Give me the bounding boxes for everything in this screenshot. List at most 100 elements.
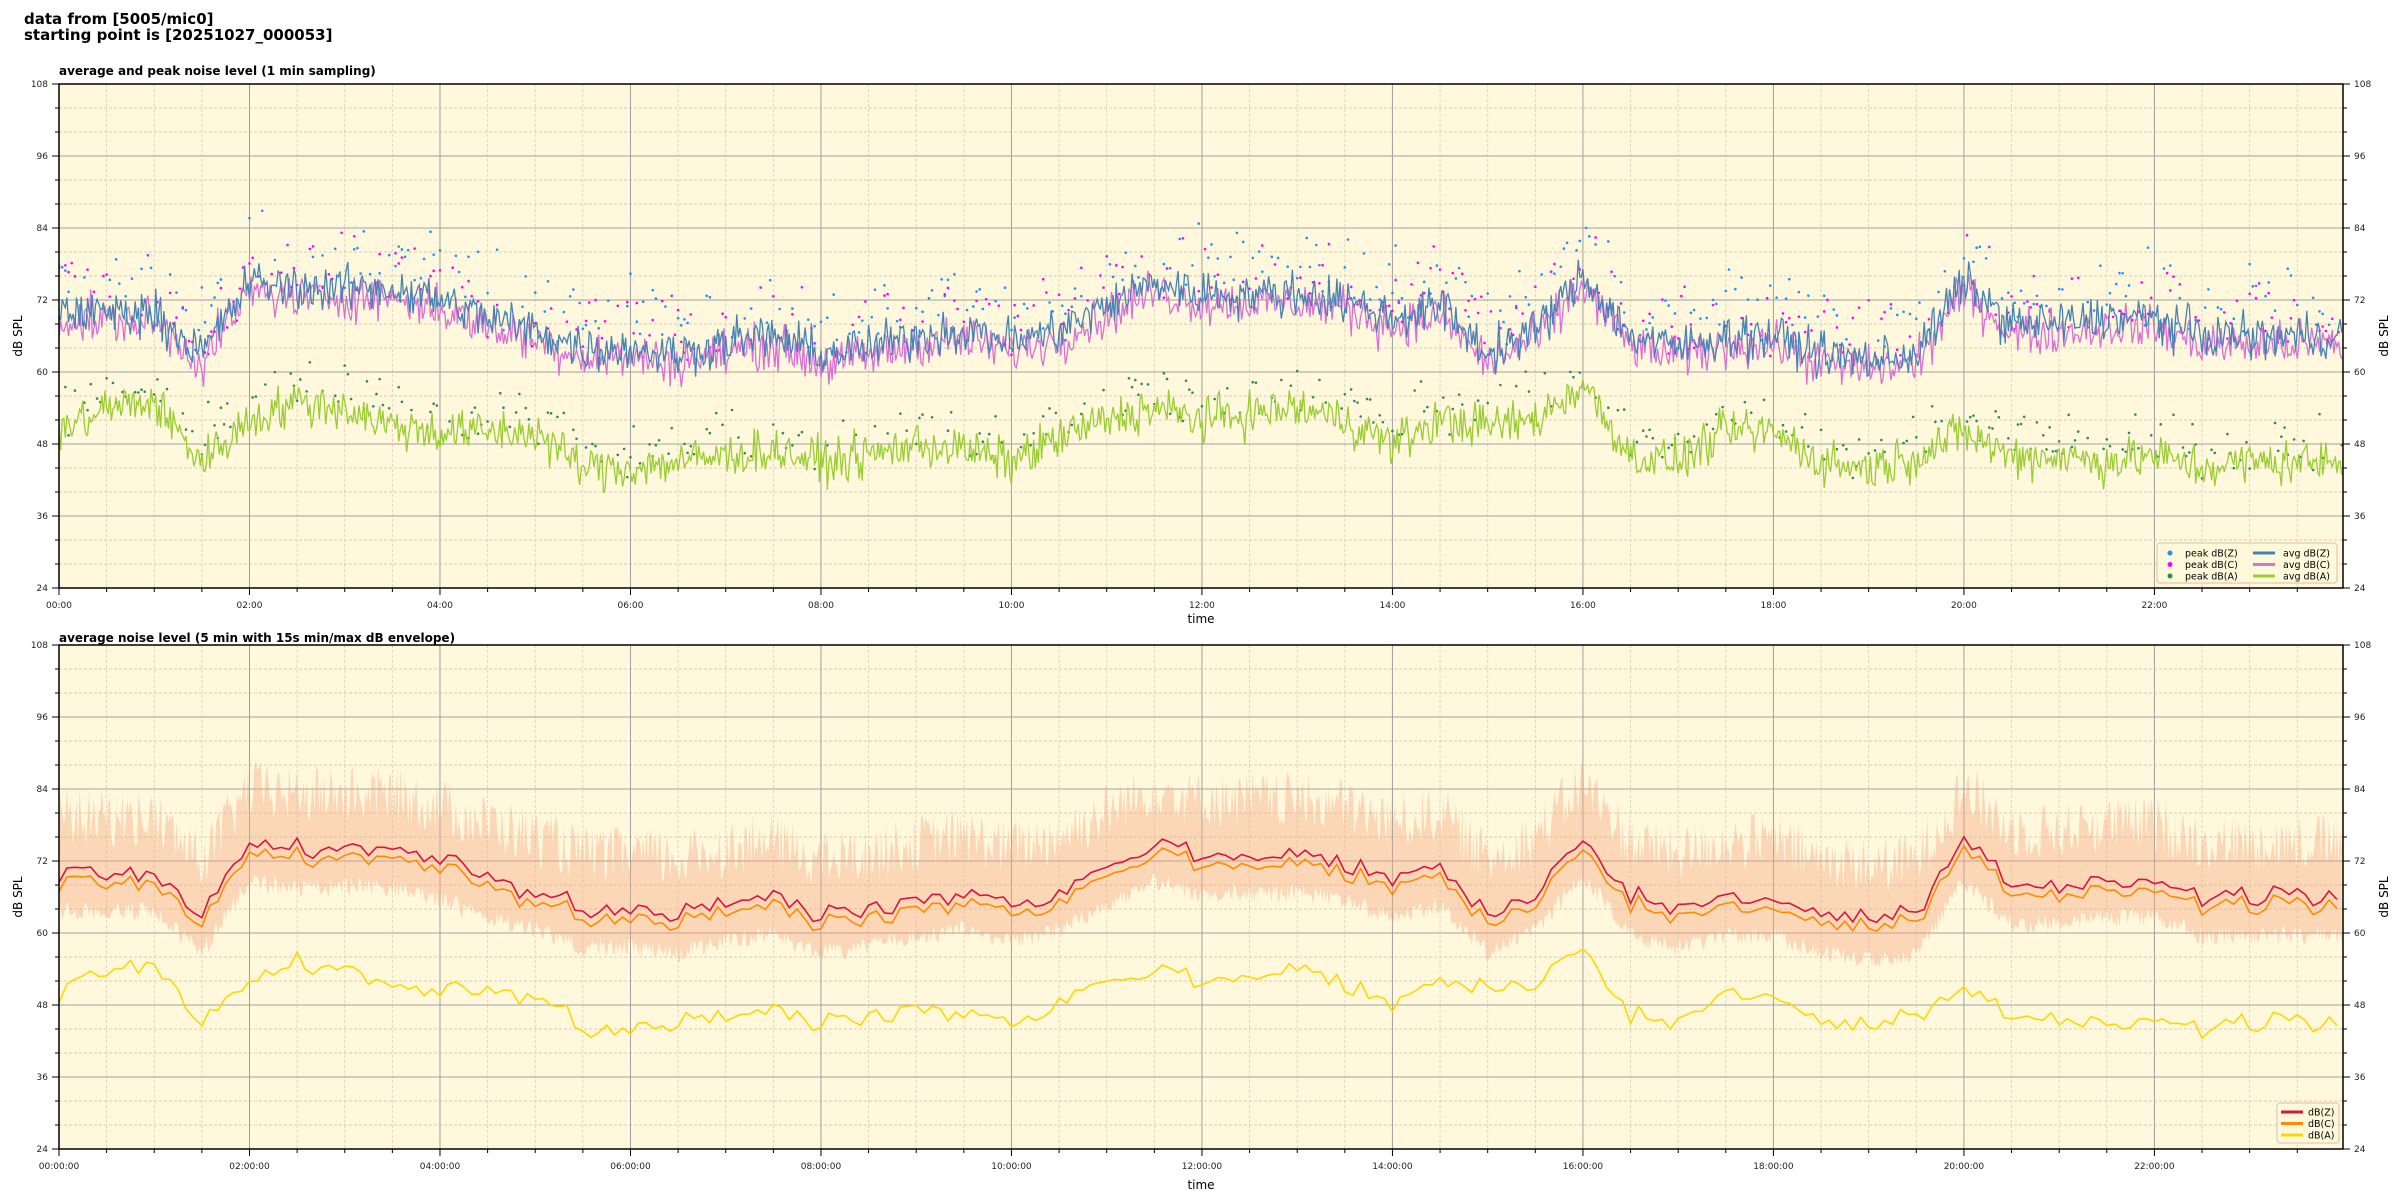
peak-point-peakdba bbox=[1280, 378, 1283, 382]
peak-point-peakdba bbox=[886, 432, 889, 435]
peak-point-peakdba bbox=[1349, 388, 1353, 391]
peak-point-peakdba bbox=[273, 370, 277, 374]
peak-point-peakdba bbox=[791, 444, 794, 447]
peak-point-peakdbc bbox=[2254, 296, 2258, 300]
peak-point-peakdbc bbox=[2292, 298, 2296, 302]
peak-point-peakdba bbox=[1340, 407, 1343, 410]
series-line-dba bbox=[59, 948, 2338, 1040]
y-tick-label-left: 108 bbox=[31, 80, 48, 90]
peak-point-peakdbz bbox=[1457, 266, 1461, 270]
peak-point-peakdba bbox=[499, 391, 502, 395]
header-start-point: starting point is [20251027_000053] bbox=[24, 26, 333, 44]
peak-point-peakdba bbox=[899, 412, 902, 415]
peak-point-peakdbc bbox=[581, 345, 585, 348]
peak-point-peakdbz bbox=[895, 319, 899, 323]
peak-point-peakdba bbox=[203, 443, 207, 447]
peak-point-peakdbz bbox=[397, 245, 401, 248]
peak-point-peakdbc bbox=[857, 315, 861, 319]
peak-point-peakdbz bbox=[1422, 280, 1426, 284]
peak-point-peakdbc bbox=[64, 263, 67, 267]
legend-marker bbox=[2167, 550, 2173, 556]
peak-point-peakdbz bbox=[749, 307, 753, 310]
min-max-envelope bbox=[59, 760, 2342, 968]
peak-point-peakdbz bbox=[2022, 301, 2026, 305]
peak-point-peakdbc bbox=[2235, 299, 2239, 303]
peak-point-peakdbc bbox=[1534, 285, 1537, 289]
peak-point-peakdba bbox=[772, 423, 775, 426]
peak-point-peakdba bbox=[111, 381, 115, 385]
peak-point-peakdbc bbox=[1965, 233, 1969, 237]
peak-point-peakdbc bbox=[219, 286, 223, 290]
peak-point-peakdba bbox=[140, 388, 143, 391]
peak-point-peakdbz bbox=[1937, 290, 1940, 294]
peak-point-peakdba bbox=[1419, 380, 1423, 383]
peak-point-peakdbz bbox=[578, 301, 581, 305]
peak-point-peakdbz bbox=[1908, 312, 1912, 316]
x-tick-label: 14:00 bbox=[1379, 601, 1405, 611]
peak-point-peakdbz bbox=[2086, 300, 2090, 304]
peak-point-peakdbz bbox=[1184, 283, 1188, 286]
peak-point-peakdbc bbox=[1619, 302, 1623, 305]
peak-point-peakdbc bbox=[286, 243, 289, 247]
peak-point-peakdba bbox=[1819, 428, 1823, 432]
peak-point-peakdbz bbox=[1714, 302, 1718, 306]
peak-point-peakdbc bbox=[1857, 306, 1861, 309]
peak-point-peakdbc bbox=[1848, 343, 1851, 346]
peak-point-peakdbz bbox=[1178, 237, 1182, 241]
peak-point-peakdbz bbox=[64, 269, 67, 272]
peak-point-peakdbc bbox=[1286, 297, 1289, 300]
peak-point-peakdbz bbox=[394, 264, 397, 268]
peak-point-peakdbc bbox=[1835, 326, 1839, 329]
peak-point-peakdba bbox=[470, 411, 474, 414]
peak-point-peakdba bbox=[2070, 445, 2074, 449]
x-tick-label: 02:00 bbox=[237, 601, 263, 611]
peak-point-peakdba bbox=[1743, 400, 1747, 404]
peak-point-peakdbz bbox=[1651, 316, 1655, 319]
legend: peak dB(Z)peak dB(C)peak dB(A)avg dB(Z)a… bbox=[2156, 542, 2338, 584]
peak-point-peakdbc bbox=[1397, 301, 1401, 305]
x-tick-label: 04:00:00 bbox=[420, 1162, 461, 1172]
peak-point-peakdba bbox=[1676, 432, 1680, 436]
peak-point-peakdbc bbox=[1476, 311, 1480, 315]
peak-point-peakdbz bbox=[546, 280, 550, 283]
peak-point-peakdba bbox=[1391, 429, 1394, 433]
peak-point-peakdbc bbox=[476, 299, 480, 303]
peak-point-peakdbc bbox=[1648, 312, 1651, 316]
peak-point-peakdba bbox=[1568, 370, 1572, 374]
peak-point-peakdbz bbox=[1191, 264, 1194, 267]
peak-point-peakdbz bbox=[654, 297, 658, 300]
peak-point-peakdba bbox=[1311, 395, 1315, 399]
peak-point-peakdbz bbox=[114, 258, 118, 261]
peak-point-peakdba bbox=[749, 454, 753, 458]
peak-point-peakdba bbox=[2213, 451, 2217, 455]
peak-point-peakdba bbox=[372, 405, 375, 408]
peak-point-peakdbz bbox=[1502, 320, 1505, 324]
peak-point-peakdba bbox=[1914, 435, 1918, 439]
header-source: data from [5005/mic0] bbox=[24, 10, 214, 28]
peak-point-peakdba bbox=[89, 382, 93, 386]
peak-point-peakdbz bbox=[387, 253, 391, 257]
peak-point-peakdbc bbox=[679, 340, 683, 344]
peak-point-peakdbc bbox=[1467, 299, 1470, 303]
peak-point-peakdbc bbox=[2229, 322, 2232, 325]
peak-point-peakdba bbox=[1422, 410, 1426, 413]
peak-point-peakdbz bbox=[1041, 327, 1045, 330]
peak-point-peakdba bbox=[1130, 385, 1134, 389]
peak-point-peakdbz bbox=[1876, 339, 1880, 342]
peak-point-peakdbc bbox=[2178, 282, 2182, 286]
peak-point-peakdbz bbox=[1435, 264, 1439, 267]
peak-point-peakdba bbox=[298, 378, 302, 381]
peak-point-peakdba bbox=[1705, 423, 1709, 426]
y-tick-label-left: 36 bbox=[37, 1073, 49, 1083]
peak-point-peakdbc bbox=[270, 272, 274, 276]
peak-point-peakdbc bbox=[1080, 266, 1083, 270]
peak-point-peakdbz bbox=[1251, 256, 1255, 260]
peak-point-peakdbc bbox=[1114, 264, 1118, 267]
peak-point-peakdbc bbox=[1197, 289, 1201, 293]
peak-point-peakdba bbox=[2073, 439, 2077, 442]
peak-point-peakdbz bbox=[1003, 286, 1007, 290]
legend: dB(Z)dB(C)dB(A) bbox=[2276, 1102, 2340, 1144]
y-axis-label-left: dB SPL bbox=[11, 876, 25, 918]
peak-point-peakdbz bbox=[1022, 302, 1026, 306]
peak-point-peakdbz bbox=[1524, 295, 1528, 299]
